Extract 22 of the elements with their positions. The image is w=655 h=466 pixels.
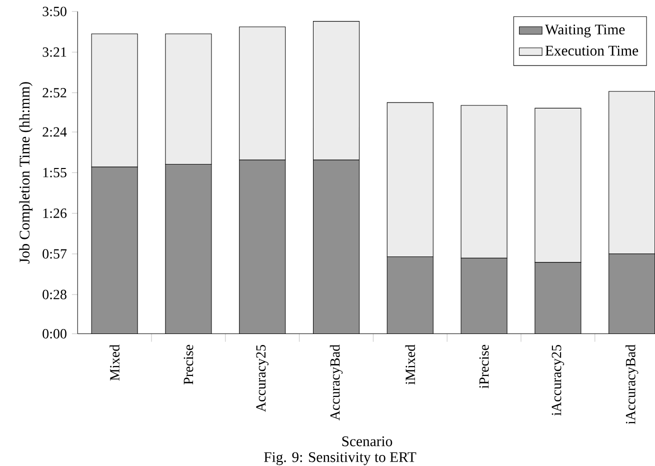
y-tick-label: 0:57	[42, 249, 67, 259]
x-tick-label: iMixed	[405, 344, 416, 385]
x-tick-label: Precise	[184, 344, 194, 384]
y-tick-label: 1:55	[43, 168, 66, 178]
y-tick-label: 1:26	[43, 208, 67, 218]
y-tick-label: 3:21	[42, 47, 66, 57]
x-tick-label: AccuracyBad	[330, 344, 343, 420]
x-axis-title: Scenario	[342, 436, 392, 446]
y-tick-label: 2:52	[42, 88, 66, 98]
y-axis-title: Job Completion Time (hh:mm)	[19, 82, 32, 264]
y-tick-label: 0:00	[42, 329, 66, 339]
x-tick-label: iAccuracyBad	[625, 344, 638, 424]
x-tick-label: iAccuracy25	[552, 344, 564, 416]
x-tick-label: Accuracy25	[256, 344, 268, 412]
legend-label: Waiting Time	[545, 24, 625, 38]
y-tick-label: 2:24	[42, 127, 67, 137]
legend-label: Execution Time	[545, 46, 638, 56]
x-tick-label: iPrecise	[479, 344, 489, 388]
y-tick-label: 3:50	[42, 6, 66, 16]
x-tick-label: Mixed	[110, 344, 120, 381]
y-tick-label: 0:28	[42, 290, 66, 300]
caption: Fig. 9: Sensitivity to ERT	[264, 452, 416, 466]
